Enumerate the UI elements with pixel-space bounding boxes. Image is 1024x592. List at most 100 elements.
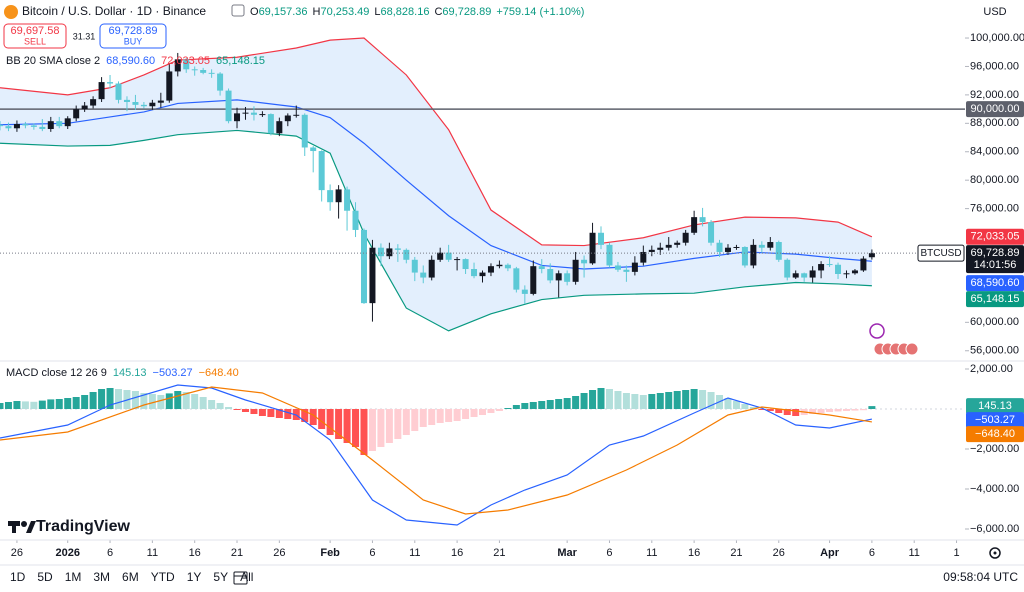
candle-body bbox=[183, 59, 190, 70]
y-tick-label: 60,000.00 bbox=[970, 316, 1019, 328]
price-label-box bbox=[966, 412, 1024, 429]
histogram-bar bbox=[707, 392, 715, 409]
spread: 31.31 bbox=[73, 31, 96, 41]
gear[interactable] bbox=[989, 547, 1001, 559]
clock: 09:58:04 UTC bbox=[943, 570, 1018, 584]
calendar[interactable] bbox=[233, 571, 248, 585]
buy-button[interactable] bbox=[99, 23, 167, 49]
price-label-box bbox=[966, 426, 1024, 443]
collapse-icon[interactable] bbox=[231, 4, 245, 17]
candle-body bbox=[784, 259, 791, 278]
histogram-bar bbox=[360, 409, 368, 455]
range-button[interactable]: All bbox=[240, 570, 253, 584]
candle-body bbox=[521, 289, 528, 294]
candle-body bbox=[369, 247, 376, 304]
candle-body bbox=[750, 244, 757, 266]
y-tick-label: 2,000.00 bbox=[970, 363, 1013, 375]
price-label-box bbox=[966, 275, 1024, 292]
price-label-box bbox=[966, 228, 1024, 245]
candle-body bbox=[547, 269, 554, 281]
range-button[interactable]: 1Y bbox=[187, 570, 202, 584]
settings-icon[interactable] bbox=[989, 547, 1001, 559]
sell-price: 69,697.58 bbox=[11, 25, 60, 37]
histogram-bar bbox=[436, 409, 444, 423]
histogram-bar bbox=[182, 392, 190, 409]
histogram-bar bbox=[98, 389, 106, 409]
currency[interactable]: USD bbox=[983, 6, 1006, 18]
x-tick-label: 26 bbox=[273, 547, 285, 559]
range-button[interactable]: YTD bbox=[151, 570, 175, 584]
candle-body bbox=[538, 266, 545, 270]
histogram-bar bbox=[758, 409, 766, 410]
candle-body bbox=[403, 249, 410, 260]
legend-item: 72,033.05 bbox=[161, 55, 210, 67]
histogram-bar bbox=[21, 401, 29, 409]
range-button[interactable]: 5D bbox=[37, 570, 53, 584]
histogram-bar bbox=[631, 394, 639, 409]
histogram-bar bbox=[377, 409, 385, 447]
candle-body bbox=[47, 121, 54, 130]
candle-body bbox=[674, 242, 681, 245]
candle-body bbox=[631, 262, 638, 272]
event-icon[interactable] bbox=[869, 323, 885, 339]
hline-label-box bbox=[966, 101, 1024, 118]
histogram-bar bbox=[724, 398, 732, 409]
range-button[interactable]: 1D bbox=[10, 570, 26, 584]
price-label: 65,148.15 bbox=[971, 293, 1020, 305]
legend-item: L bbox=[374, 6, 380, 18]
histogram-bar bbox=[572, 396, 580, 409]
histogram-bar bbox=[605, 389, 613, 409]
legend-row: O69,157.36 H70,253.49 L68,828.16 C69,728.89… bbox=[250, 6, 584, 18]
x-tick-label: Feb bbox=[320, 547, 340, 559]
candle-body bbox=[572, 259, 579, 282]
candle-body bbox=[648, 249, 655, 252]
histogram-bar bbox=[428, 409, 436, 425]
histogram-bar bbox=[258, 409, 266, 416]
x-tick-label: 6 bbox=[107, 547, 113, 559]
range-button[interactable]: 3M bbox=[93, 570, 110, 584]
histogram-bar bbox=[89, 392, 97, 409]
sell-button[interactable] bbox=[3, 23, 67, 49]
range-button[interactable]: 6M bbox=[122, 570, 139, 584]
legend-item: 69,728.89 bbox=[442, 6, 491, 18]
histogram-bar bbox=[538, 401, 546, 409]
candle-body bbox=[767, 242, 774, 248]
symbol-label: BTCUSD bbox=[920, 248, 961, 259]
x-tick-label: 2026 bbox=[55, 547, 79, 559]
histogram-bar bbox=[174, 391, 182, 409]
candle-body bbox=[360, 229, 367, 304]
histogram-bar bbox=[741, 404, 749, 409]
histogram-bar bbox=[504, 408, 512, 409]
x-tick-label: 1 bbox=[953, 547, 959, 559]
histogram-bar bbox=[470, 409, 478, 417]
event-icons[interactable] bbox=[869, 323, 919, 356]
x-tick-label: 16 bbox=[688, 547, 700, 559]
gear-hub[interactable] bbox=[993, 551, 997, 555]
x-tick-label: 26 bbox=[773, 547, 785, 559]
histogram-bar bbox=[38, 400, 46, 409]
candle-body bbox=[826, 264, 833, 266]
candle-body bbox=[377, 247, 384, 257]
bb-line bbox=[0, 37, 873, 247]
histogram-bar bbox=[699, 390, 707, 409]
logo-mark bbox=[26, 521, 36, 533]
histogram-bar bbox=[445, 409, 453, 422]
range-button[interactable]: 1M bbox=[65, 570, 82, 584]
histogram-bar bbox=[842, 409, 850, 411]
histogram-bar bbox=[597, 388, 605, 409]
price-label: −648.40 bbox=[975, 428, 1015, 440]
candle-body bbox=[623, 269, 630, 272]
candle-body bbox=[107, 82, 114, 84]
histogram-bar bbox=[30, 401, 38, 409]
candle-body bbox=[708, 222, 715, 243]
candle-body bbox=[801, 273, 808, 278]
candle-body bbox=[90, 99, 97, 106]
event-flag[interactable] bbox=[905, 342, 919, 356]
histogram-bar bbox=[589, 390, 597, 409]
x-tick-label: 16 bbox=[451, 547, 463, 559]
candle-body bbox=[581, 259, 588, 264]
range-button[interactable]: 5Y bbox=[213, 570, 228, 584]
histogram-bar bbox=[208, 400, 216, 409]
calendar-icon[interactable] bbox=[233, 571, 248, 585]
